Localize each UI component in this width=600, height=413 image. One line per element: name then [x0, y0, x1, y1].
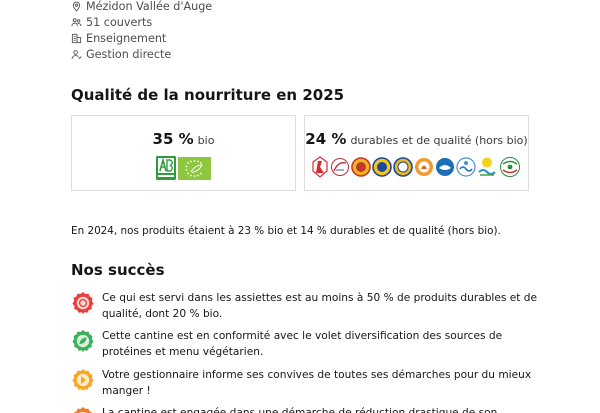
commerce-equitable-icon: [500, 157, 520, 177]
success-item: La cantine est engagée dans une démarche…: [71, 405, 542, 413]
info-icon: [72, 369, 94, 391]
meta-management-text: Gestion directe: [86, 47, 172, 61]
quality-title: Qualité de la nourriture en 2025: [71, 86, 345, 104]
successes-title: Nos succès: [71, 261, 165, 279]
people-icon: [71, 17, 82, 26]
aop-label-icon: [351, 157, 371, 177]
rup-label-icon: [478, 157, 496, 176]
success-text: La cantine est engagée dans une démarche…: [102, 407, 498, 413]
aoc-label-icon: [331, 158, 349, 176]
hve-label-icon: [415, 158, 433, 176]
user-icon: [71, 49, 82, 59]
bio-card: 35 % bio: [71, 115, 296, 191]
seal-icon: [72, 292, 94, 314]
bio-figure: 35 % bio: [72, 129, 295, 148]
meta-management: Gestion directe: [71, 46, 212, 62]
success-item: Ce qui est servi dans les assiettes est …: [71, 290, 542, 322]
meta-sector: Enseignement: [71, 30, 212, 46]
bio-label: bio: [197, 134, 215, 147]
success-item: Votre gestionnaire informe ses convives …: [71, 367, 542, 399]
meta-location-text: Mézidon Vallée d'Auge: [86, 0, 213, 13]
durable-percent: 24 %: [305, 130, 347, 148]
previous-year-note: En 2024, nos produits étaient à 23 % bio…: [71, 225, 501, 237]
building-icon: [71, 33, 82, 43]
waste-icon: [73, 407, 93, 413]
ab-label-icon: [156, 156, 176, 180]
meta-covers: 51 couverts: [71, 14, 212, 30]
igp-label-icon: [372, 157, 392, 177]
success-text: Ce qui est servi dans les assiettes est …: [102, 292, 538, 320]
durable-card: 24 % durables et de qualité (hors bio): [304, 115, 529, 191]
durable-logos: [305, 156, 528, 178]
label-rouge-icon: [312, 156, 328, 178]
msc-label-icon: [456, 157, 476, 177]
meta-location: Mézidon Vallée d'Auge: [71, 0, 212, 14]
map-pin-icon: [72, 1, 81, 12]
bio-percent: 35 %: [152, 130, 194, 148]
bio-logos: [72, 156, 295, 180]
durable-label: durables et de qualité (hors bio): [350, 134, 528, 147]
peche-durable-icon: [436, 158, 454, 176]
success-text: Cette cantine est en conformité avec le …: [102, 330, 503, 358]
meta-sector-text: Enseignement: [86, 31, 167, 45]
success-text: Votre gestionnaire informe ses convives …: [102, 369, 532, 397]
eu-organic-leaf-icon: [178, 156, 211, 180]
success-item: Cette cantine est en conformité avec le …: [71, 328, 542, 360]
stg-label-icon: [393, 157, 413, 177]
canteen-meta: Mézidon Vallée d'Auge 51 couverts Enseig…: [71, 0, 212, 62]
leaf-icon: [72, 330, 94, 352]
meta-covers-text: 51 couverts: [86, 15, 153, 29]
durable-figure: 24 % durables et de qualité (hors bio): [305, 129, 528, 148]
